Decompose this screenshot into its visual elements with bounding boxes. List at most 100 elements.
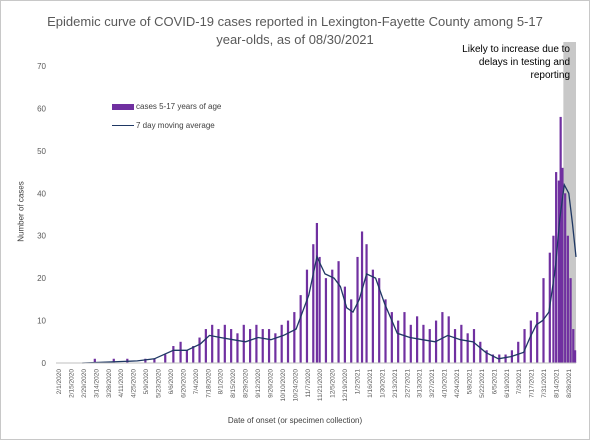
x-tick-label: 2/13/2021	[392, 369, 399, 398]
x-tick-label: 1/2/2021	[355, 369, 362, 395]
case-bar	[403, 312, 406, 363]
x-tick-label: 8/29/2020	[243, 369, 250, 398]
case-bar	[365, 244, 368, 363]
case-bar	[569, 278, 572, 363]
case-bar	[378, 278, 381, 363]
case-bar	[255, 324, 258, 363]
y-tick-label: 40	[37, 189, 46, 198]
x-tick-label: 8/14/2021	[554, 369, 561, 398]
case-bar	[356, 256, 359, 363]
x-tick-label: 5/22/2021	[479, 369, 486, 398]
case-bar	[93, 358, 96, 363]
x-tick-label: 3/28/2020	[106, 369, 113, 398]
case-bar	[491, 354, 495, 363]
x-tick-label: 6/20/2020	[180, 369, 187, 398]
chart-title-line-2: year-olds, as of 08/30/2021	[216, 32, 374, 47]
x-tick-label: 4/25/2020	[131, 369, 138, 398]
shade-annotation-line-2: delays in testing and	[478, 57, 570, 68]
case-bar	[397, 320, 400, 363]
chart-title-line-1: Epidemic curve of COVID-19 cases reporte…	[47, 14, 543, 29]
x-tick-label: 7/31/2021	[541, 369, 548, 398]
x-axis-label: Date of onset (or specimen collection)	[227, 416, 363, 425]
case-bar	[557, 180, 560, 363]
x-tick-label: 9/26/2020	[267, 369, 274, 398]
x-tick-label: 3/14/2020	[93, 369, 100, 398]
x-tick-label: 6/6/2020	[168, 369, 175, 395]
y-tick-label: 50	[37, 147, 46, 156]
case-bar	[343, 286, 346, 363]
case-bar	[198, 337, 201, 363]
case-bar	[236, 333, 239, 363]
x-tick-label: 7/18/2020	[205, 369, 212, 398]
y-tick-label: 20	[37, 274, 46, 283]
case-bar	[172, 346, 175, 363]
x-tick-label: 10/10/2020	[280, 369, 287, 402]
shade-annotation-line-1: Likely to increase due to	[462, 44, 570, 55]
y-tick-label: 0	[42, 359, 47, 368]
case-bar	[504, 354, 507, 363]
x-tick-label: 7/17/2021	[529, 369, 536, 398]
y-axis-label: Number of cases	[16, 181, 26, 242]
case-bar	[331, 269, 334, 363]
y-tick-label: 60	[37, 104, 46, 113]
case-bar	[384, 299, 387, 363]
case-bar	[267, 329, 271, 363]
x-tick-label: 12/5/2020	[330, 369, 337, 398]
case-bar	[447, 316, 450, 363]
case-bar	[472, 329, 476, 363]
case-bar	[242, 324, 245, 363]
x-tick-label: 2/1/2020	[56, 369, 63, 395]
case-bar	[390, 312, 393, 363]
legend-bar-label: cases 5-17 years of age	[136, 102, 222, 111]
x-tick-label: 1/16/2021	[367, 369, 374, 398]
case-bar	[371, 269, 374, 363]
case-bar	[566, 235, 569, 363]
case-bar	[542, 278, 545, 363]
case-bar	[466, 333, 469, 363]
x-tick-label: 4/10/2021	[442, 369, 449, 398]
x-tick-label: 3/27/2021	[429, 369, 436, 398]
case-bar	[422, 324, 425, 363]
case-bar	[223, 324, 226, 363]
case-bar	[248, 329, 252, 363]
x-tick-label: 9/12/2020	[255, 369, 262, 398]
x-tick-label: 6/5/2021	[491, 369, 498, 395]
case-bar	[261, 329, 264, 363]
x-tick-label: 11/7/2020	[305, 369, 312, 398]
y-tick-label: 30	[37, 232, 46, 241]
case-bar	[428, 329, 431, 363]
legend-line: 7 day moving average	[112, 121, 215, 130]
case-bar	[318, 256, 321, 363]
legend-line-swatch	[112, 125, 134, 127]
case-bar	[517, 341, 520, 363]
x-tick-label: 5/23/2020	[156, 369, 163, 398]
case-bar	[564, 193, 567, 363]
case-bar	[217, 329, 220, 363]
case-bar	[112, 358, 115, 363]
x-tick-label: 6/19/2021	[504, 369, 511, 398]
case-bar	[409, 324, 412, 363]
case-bar	[460, 324, 463, 363]
case-bar	[529, 320, 532, 363]
x-tick-label: 4/11/2020	[118, 369, 125, 398]
x-tick-label: 4/24/2021	[454, 369, 461, 398]
legend-bar-swatch	[112, 103, 134, 110]
legend-line-label: 7 day moving average	[136, 121, 215, 130]
case-bar	[315, 222, 319, 363]
case-bar	[204, 329, 207, 363]
case-bar	[179, 341, 182, 363]
x-tick-label: 2/29/2020	[81, 369, 88, 398]
x-tick-label: 1/30/2021	[379, 369, 386, 398]
case-bar	[312, 244, 315, 363]
case-bar	[416, 316, 419, 363]
x-tick-label: 5/8/2021	[466, 369, 473, 395]
case-bar	[185, 350, 189, 363]
x-tick-label: 10/24/2020	[292, 369, 299, 402]
case-bar	[523, 329, 526, 363]
case-bar	[230, 329, 233, 363]
case-bar	[573, 350, 577, 363]
case-bar	[293, 312, 296, 363]
case-bar	[479, 341, 482, 363]
